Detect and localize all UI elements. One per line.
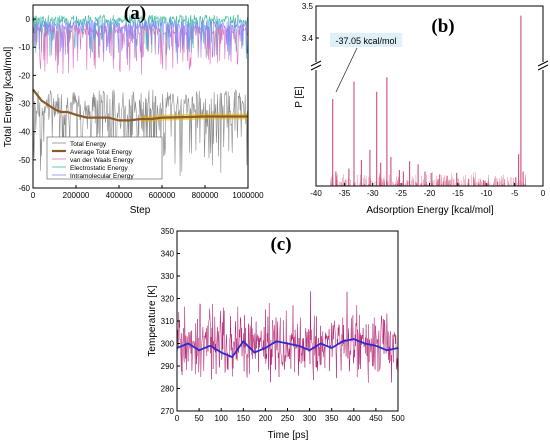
- x-tick-label: 300: [303, 414, 317, 423]
- legend-label: Electrostatic Energy: [70, 165, 129, 172]
- legend-label: van der Waals Energy: [70, 157, 134, 164]
- chart-c-y-ticks: 270 280 290 300 310 320 330 340 350: [161, 227, 180, 416]
- chart-b-bars: [330, 15, 527, 186]
- y-tick-label: 270: [161, 407, 175, 416]
- chart-c-ylabel: Temperature [K]: [147, 285, 158, 356]
- panel-label-b: (b): [431, 16, 454, 37]
- x-tick-label: 200000: [63, 191, 90, 200]
- x-tick-label: 400: [347, 414, 361, 423]
- panel-label-a: (a): [124, 3, 146, 24]
- chart-a-y-ticks: 0 -10 -20 -30 -40 -50 -60: [18, 15, 36, 193]
- legend-label: Average Total Energy: [70, 149, 133, 156]
- temperature-line: [176, 291, 399, 383]
- x-tick-label: 250: [281, 414, 295, 423]
- y-tick-label: 320: [161, 295, 175, 304]
- x-tick-label: 0: [31, 191, 36, 200]
- x-tick-label: 800000: [192, 191, 219, 200]
- x-tick-label: 50: [195, 414, 204, 423]
- x-tick-label: 1000000: [232, 191, 264, 200]
- panel-label-c: (c): [270, 234, 291, 255]
- x-tick-label: -15: [452, 189, 464, 198]
- x-tick-label: -40: [310, 189, 322, 198]
- intramolecular-energy-line: [32, 19, 249, 63]
- chart-a-x-ticks: 0 200000 400000 600000 800000 1000000: [31, 185, 264, 200]
- y-tick-label: -40: [18, 128, 30, 137]
- y-tick-label: -50: [18, 156, 30, 165]
- y-tick-label: 280: [161, 385, 175, 394]
- annotation-box: [330, 33, 402, 47]
- annotation-arrow: [335, 47, 358, 93]
- x-tick-label: 500: [391, 414, 405, 423]
- x-tick-label: -25: [395, 189, 407, 198]
- x-tick-label: 100: [215, 414, 229, 423]
- x-tick-label: -20: [424, 189, 436, 198]
- x-tick-label: 200: [259, 414, 273, 423]
- x-tick-label: 0: [175, 414, 180, 423]
- x-tick-label: -10: [480, 189, 492, 198]
- x-tick-label: 150: [237, 414, 251, 423]
- y-tick-label: 3.4: [302, 34, 314, 43]
- legend-box: [46, 136, 163, 180]
- y-tick-label: -10: [18, 43, 30, 52]
- chart-a-xlabel: Step: [130, 205, 151, 216]
- chart-a-frame: [32, 4, 249, 189]
- legend-label: Intramolecular Energy: [70, 173, 134, 180]
- y-tick-label: 3.5: [302, 2, 314, 11]
- y-tick-label: 300: [161, 340, 175, 349]
- chart-b-xlabel: Adsorption Energy [kcal/mol]: [366, 205, 494, 216]
- chart-b-axis-break: [310, 60, 549, 71]
- chart-a-average-curve: [32, 88, 248, 122]
- y-tick-label: -20: [18, 71, 30, 80]
- x-tick-label: -35: [339, 189, 351, 198]
- chart-a-ylabel: Total Energy [kcal/mol]: [3, 46, 14, 147]
- x-tick-label: -5: [511, 189, 519, 198]
- x-tick-label: 0: [541, 189, 546, 198]
- chart-panel-a: 0 200000 400000 600000 800000 1000000 0 -10 -20…: [3, 3, 264, 216]
- y-tick-label: 330: [161, 272, 175, 281]
- x-tick-label: 350: [325, 414, 339, 423]
- x-tick-label: 600000: [149, 191, 176, 200]
- x-tick-label: 450: [369, 414, 383, 423]
- average-total-energy-line: [32, 88, 248, 122]
- x-tick-label: 400000: [106, 191, 133, 200]
- chart-b-ylabel: P [E]: [294, 86, 305, 108]
- legend-label: Total Energy: [70, 141, 107, 148]
- chart-b-x-ticks: -40 -35 -30 -25 -20 -15 -10 -5 0: [310, 183, 546, 198]
- y-tick-label: 310: [161, 317, 175, 326]
- y-tick-label: 290: [161, 362, 175, 371]
- y-tick-label: 350: [161, 227, 175, 236]
- y-tick-label: -30: [18, 100, 30, 109]
- chart-b-annotation: -37.05 kcal/mol: [330, 33, 402, 93]
- chart-c-traces: [176, 291, 399, 383]
- y-tick-label: 340: [161, 250, 175, 259]
- chart-panel-b: -40 -35 -30 -25 -20 -15 -10 -5 0 3.4 3.5 Adsorpti…: [294, 2, 549, 216]
- y-tick-label: 0: [26, 15, 31, 24]
- y-tick-label: -60: [18, 184, 30, 193]
- chart-panel-c: 0 50 100 150 200 250 300 350 400 450 500 270 280 290…: [147, 227, 405, 441]
- x-tick-label: -30: [367, 189, 379, 198]
- chart-b-y-ticks: 3.4 3.5: [302, 2, 319, 43]
- annotation-text: -37.05 kcal/mol: [335, 36, 396, 46]
- chart-c-xlabel: Time [ps]: [268, 430, 309, 441]
- chart-c-x-ticks: 0 50 100 150 200 250 300 350 400 450 500: [175, 408, 405, 423]
- temperature-average-line: [176, 338, 399, 359]
